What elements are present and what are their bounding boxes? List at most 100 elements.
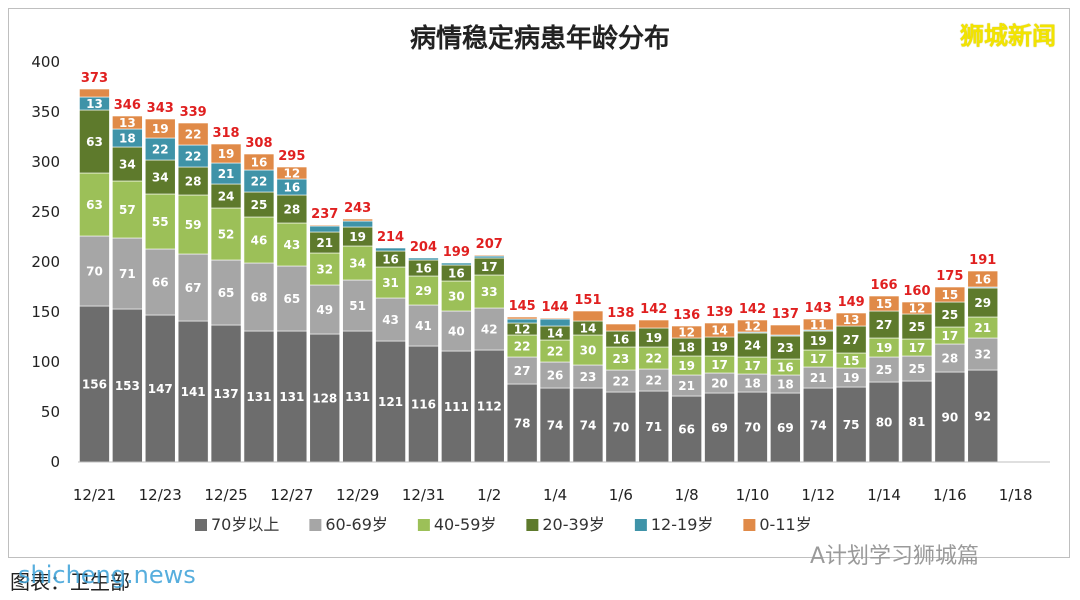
total-value-label: 149 [838,295,865,310]
segment-value-label: 22 [152,143,169,157]
segment-value-label: 80 [876,416,893,430]
total-value-label: 142 [739,302,766,317]
segment-value-label: 17 [744,359,761,373]
segment-value-label: 131 [279,390,304,404]
legend-label: 40-59岁 [434,515,497,534]
x-tick-label: 12/23 [139,486,182,504]
segment-value-label: 13 [86,97,103,111]
bar-segment [572,334,604,366]
segment-value-label: 46 [251,234,268,248]
bar-segment [210,207,242,261]
segment-value-label: 69 [777,421,794,435]
x-tick-label: 1/6 [609,486,633,504]
segment-value-label: 147 [148,382,173,396]
segment-value-label: 156 [82,378,107,392]
segment-value-label: 16 [612,333,629,347]
bar-segment [309,252,341,286]
segment-value-label: 14 [547,327,564,341]
segment-value-label: 21 [218,167,235,181]
bar-segment [704,322,735,338]
bar-segment [112,146,143,182]
segment-value-label: 131 [246,390,271,404]
bar-segment [243,262,275,332]
segment-value-label: 49 [316,303,333,317]
bar-segment [408,257,439,261]
bar-segment [473,274,505,309]
y-tick-label: 400 [31,53,60,71]
segment-value-label: 27 [876,318,893,332]
bar-segment [342,245,373,281]
segment-value-label: 66 [152,276,169,290]
bar-segment [309,224,341,227]
bar-segment [79,109,110,174]
y-tick-label: 50 [41,403,60,421]
segment-value-label: 29 [974,296,991,310]
total-value-label: 136 [673,308,700,323]
bar-segment [276,194,308,224]
segment-value-label: 18 [744,377,761,391]
total-value-label: 145 [509,299,536,314]
bar-segment [901,313,933,340]
bar-segment [967,270,999,288]
segment-value-label: 74 [810,419,827,433]
total-value-label: 237 [311,207,338,222]
x-tick-label: 1/16 [933,486,967,504]
bar-segment [112,180,143,239]
y-tick-label: 100 [31,353,60,371]
bar-segment [408,345,439,463]
segment-value-label: 22 [612,375,629,389]
segment-value-label: 21 [810,371,827,385]
segment-value-label: 70 [86,265,103,279]
segment-value-label: 19 [645,331,662,345]
segment-value-label: 22 [185,150,202,164]
bar-segment [572,310,604,322]
x-tick-label: 12/29 [336,486,379,504]
segment-value-label: 25 [909,362,926,376]
total-value-label: 142 [640,302,667,317]
x-tick-label: 1/2 [477,486,501,504]
bar-segment [835,312,867,327]
segment-value-label: 16 [974,273,991,287]
segment-value-label: 70 [744,421,761,435]
segment-value-label: 19 [843,371,860,385]
bar-segment [868,295,900,312]
x-tick-label: 1/14 [867,486,901,504]
total-value-label: 137 [772,307,799,322]
bar-segment [177,166,209,196]
segment-value-label: 19 [810,334,827,348]
segment-value-label: 12 [909,302,926,316]
segment-value-label: 16 [283,181,300,195]
bar-segment [473,307,505,351]
segment-value-label: 71 [645,420,662,434]
segment-value-label: 19 [876,341,893,355]
segment-value-label: 63 [86,198,103,212]
y-tick-label: 200 [31,253,60,271]
segment-value-label: 22 [185,128,202,142]
segment-value-label: 78 [514,417,531,431]
bar-segment [276,330,308,463]
bar-segment [375,266,406,299]
bar-segment [144,193,176,250]
segment-value-label: 19 [678,359,695,373]
total-value-label: 207 [476,237,503,252]
segment-value-label: 22 [645,374,662,388]
bar-segment [506,316,538,320]
bar-segment [112,308,143,463]
bar-segment [144,118,176,139]
bar-segment [441,280,472,312]
segment-value-label: 30 [580,344,597,358]
bar-segment [375,340,406,463]
bar-segment [210,143,242,164]
bar-segment [506,318,538,324]
bar-segment [934,343,966,373]
segment-value-label: 15 [876,297,893,311]
bar-segment [737,332,768,358]
segment-value-label: 27 [514,364,531,378]
segment-value-label: 19 [711,340,728,354]
segment-value-label: 26 [547,369,564,383]
bar-segment [506,356,538,385]
bar-segment [901,380,933,463]
segment-value-label: 34 [152,171,169,185]
segment-value-label: 74 [580,419,597,433]
